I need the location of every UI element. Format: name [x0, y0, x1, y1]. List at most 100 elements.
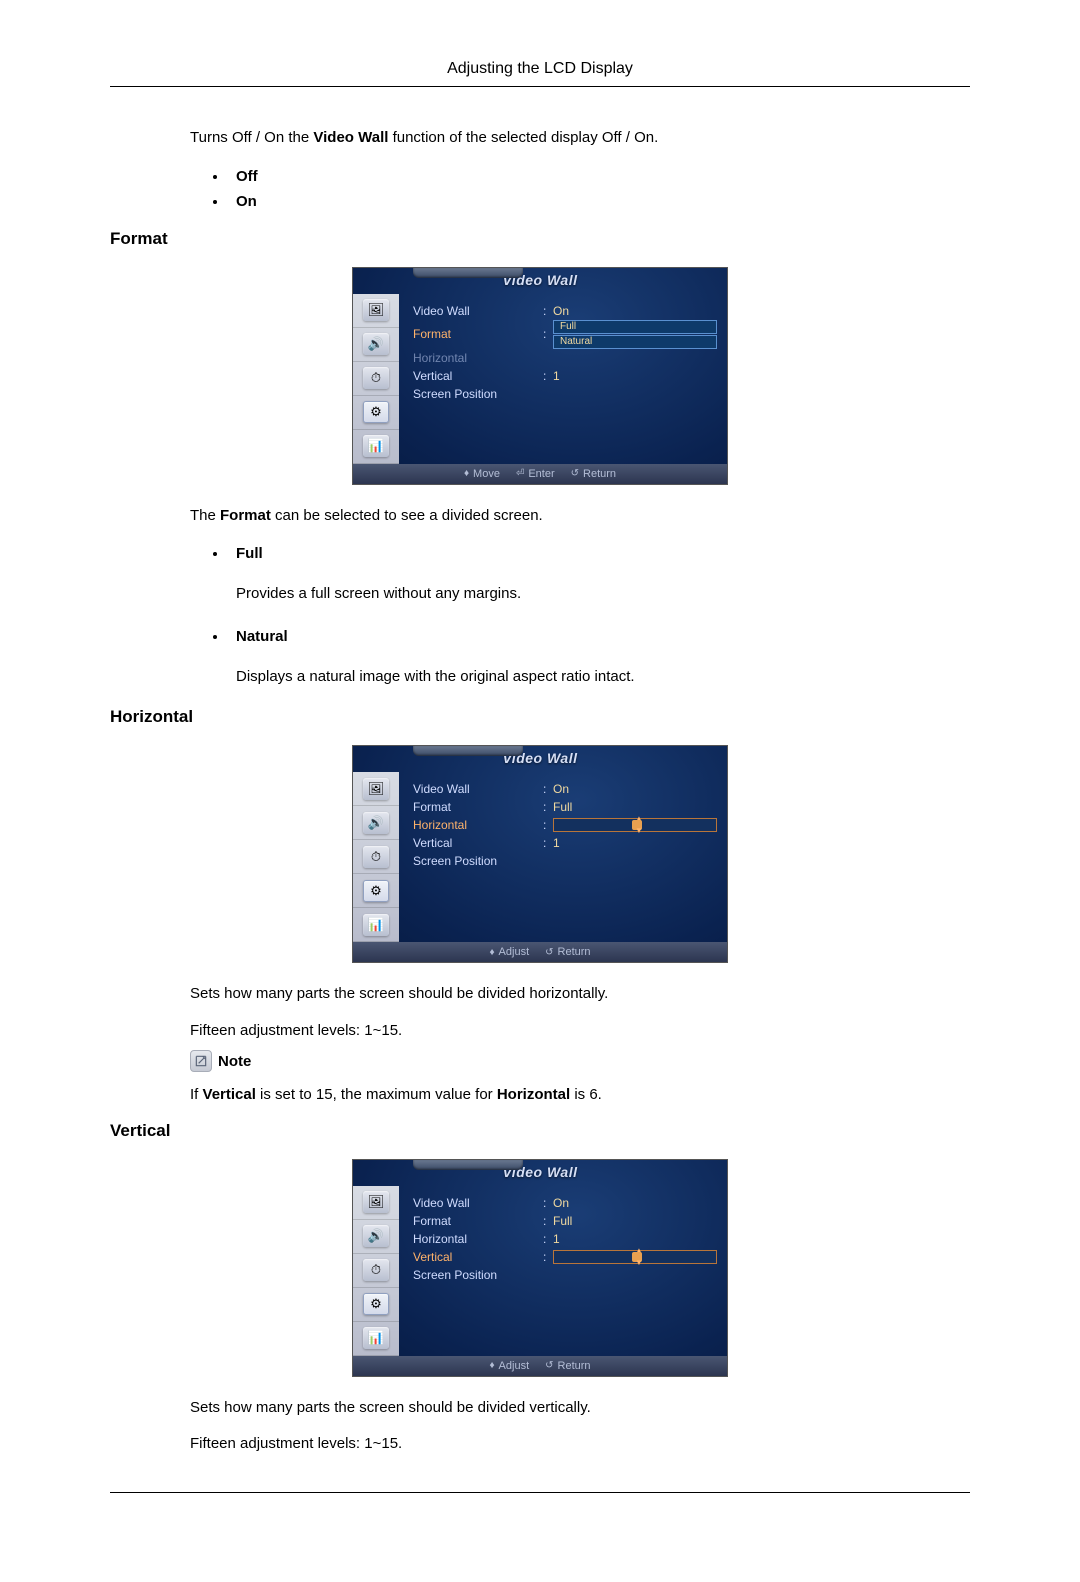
osd-row[interactable]: Screen Position [413, 852, 717, 870]
osd-tab-icon-sound: 🔊 [363, 333, 389, 355]
vertical-desc: Sets how many parts the screen should be… [190, 1397, 970, 1420]
osd-top-tab [413, 1160, 523, 1170]
note-row: Note [190, 1050, 970, 1072]
osd-value: 1 [553, 367, 717, 385]
osd-tab-setup[interactable]: ⚙ [353, 396, 399, 430]
osd-row-label: Format [413, 1212, 543, 1230]
osd-row[interactable]: Format :FullNatural [413, 320, 717, 349]
osd-tab-multi[interactable]: 📊 [353, 1322, 399, 1356]
osd-row[interactable]: Vertical : ▲ ▼ [413, 1248, 717, 1266]
osd-row-label: Video Wall [413, 302, 543, 320]
osd-tab-icon-multi: 📊 [363, 914, 389, 936]
osd-tab-icon-setup: ⚙ [363, 401, 389, 423]
osd-value: On [553, 780, 717, 798]
horizontal-desc: Sets how many parts the screen should be… [190, 983, 970, 1006]
osd-row-label: Vertical [413, 834, 543, 852]
bullet-full-label: Full [236, 545, 263, 562]
osd-tab-icon-picture: 🖼 [363, 778, 389, 800]
osd-row[interactable]: Screen Position [413, 1266, 717, 1284]
osd-foot-return: ↺Return [545, 1360, 590, 1372]
format-desc-suffix: can be selected to see a divided screen. [271, 507, 543, 524]
horizontal-note-text: If Vertical is set to 15, the maximum va… [190, 1084, 970, 1107]
intro-text: Turns Off / On the Video Wall function o… [190, 127, 970, 150]
osd-title: Video Wall [353, 746, 727, 772]
osd-row-label: Horizontal [413, 816, 543, 834]
osd-tab-multi[interactable]: 📊 [353, 908, 399, 942]
osd-tab-icon-timer: ⏱ [363, 1259, 389, 1281]
format-desc-prefix: The [190, 507, 220, 524]
osd-row-label: Vertical [413, 1248, 543, 1266]
osd-row[interactable]: Vertical :1 [413, 367, 717, 385]
osd-row-label: Screen Position [413, 385, 543, 403]
osd-top-tab [413, 268, 523, 278]
osd-row-label: Horizontal [413, 1230, 543, 1248]
osd-row[interactable]: Horizontal : ▲ ▼ [413, 816, 717, 834]
osd-row[interactable]: Horizontal :1 [413, 1230, 717, 1248]
osd-tab-picture[interactable]: 🖼 [353, 294, 399, 328]
osd-horizontal: Video Wall 🖼 🔊 ⏱ ⚙ 📊 Video Wall :On Form… [352, 745, 728, 963]
osd-row[interactable]: Format :Full [413, 1212, 717, 1230]
intro-bold: Video Wall [313, 129, 388, 146]
format-heading: Format [110, 229, 970, 249]
osd-row[interactable]: Video Wall :On [413, 302, 717, 320]
osd-row[interactable]: Screen Position [413, 385, 717, 403]
vertical-heading: Vertical [110, 1121, 970, 1141]
intro-bullets: Off On [228, 164, 970, 215]
intro-prefix: Turns Off / On the [190, 129, 313, 146]
osd-foot-move: ♦Move [464, 468, 500, 480]
osd-row-label: Format [413, 798, 543, 816]
osd-menu: Video Wall :On Format :Full Horizontal :… [399, 1186, 727, 1356]
osd-tab-sound[interactable]: 🔊 [353, 1220, 399, 1254]
osd-side-tabs: 🖼 🔊 ⏱ ⚙ 📊 [353, 294, 399, 464]
osd-footer: ♦Move⏎Enter↺Return [353, 464, 727, 484]
bullet-off-label: Off [236, 168, 258, 185]
page-header-title: Adjusting the LCD Display [110, 60, 970, 87]
osd-tab-setup[interactable]: ⚙ [353, 874, 399, 908]
note-suffix: is 6. [570, 1086, 602, 1103]
format-screenshot: Video Wall 🖼 🔊 ⏱ ⚙ 📊 Video Wall :On Form… [110, 267, 970, 485]
osd-tab-sound[interactable]: 🔊 [353, 328, 399, 362]
format-desc: The Format can be selected to see a divi… [190, 505, 970, 528]
osd-row[interactable]: Vertical :1 [413, 834, 717, 852]
osd-value: Full [553, 1212, 717, 1230]
osd-title: Video Wall [353, 1160, 727, 1186]
osd-tab-sound[interactable]: 🔊 [353, 806, 399, 840]
format-desc-bold: Format [220, 507, 271, 524]
osd-dropdown[interactable]: FullNatural [553, 320, 717, 349]
osd-tab-picture[interactable]: 🖼 [353, 1186, 399, 1220]
vertical-levels: Fifteen adjustment levels: 1~15. [190, 1433, 970, 1456]
osd-row-label: Vertical [413, 367, 543, 385]
osd-slider[interactable]: ▲ ▼ [553, 1250, 717, 1264]
osd-row-label: Video Wall [413, 780, 543, 798]
osd-foot-return: ↺Return [571, 468, 616, 480]
horizontal-heading: Horizontal [110, 707, 970, 727]
osd-tab-icon-timer: ⏱ [363, 846, 389, 868]
osd-tab-timer[interactable]: ⏱ [353, 362, 399, 396]
osd-tab-multi[interactable]: 📊 [353, 430, 399, 464]
osd-format: Video Wall 🖼 🔊 ⏱ ⚙ 📊 Video Wall :On Form… [352, 267, 728, 485]
osd-row[interactable]: Format :Full [413, 798, 717, 816]
osd-tab-setup[interactable]: ⚙ [353, 1288, 399, 1322]
osd-value: On [553, 302, 717, 320]
note-prefix: If [190, 1086, 203, 1103]
osd-vertical: Video Wall 🖼 🔊 ⏱ ⚙ 📊 Video Wall :On Form… [352, 1159, 728, 1377]
osd-tab-picture[interactable]: 🖼 [353, 772, 399, 806]
osd-tab-timer[interactable]: ⏱ [353, 840, 399, 874]
bullet-on: On [228, 189, 970, 215]
osd-row[interactable]: Video Wall :On [413, 780, 717, 798]
bullet-natural-label: Natural [236, 628, 288, 645]
osd-tab-icon-sound: 🔊 [363, 1225, 389, 1247]
bullet-on-label: On [236, 193, 257, 210]
osd-row[interactable]: Video Wall :On [413, 1194, 717, 1212]
osd-row[interactable]: Horizontal [413, 349, 717, 367]
bullet-natural: Natural Displays a natural image with th… [228, 624, 970, 689]
intro-suffix: function of the selected display Off / O… [388, 129, 658, 146]
osd-menu: Video Wall :On Format :FullNatural Horiz… [399, 294, 727, 464]
osd-tab-timer[interactable]: ⏱ [353, 1254, 399, 1288]
osd-menu: Video Wall :On Format :Full Horizontal :… [399, 772, 727, 942]
bullet-full: Full Provides a full screen without any … [228, 541, 970, 606]
osd-slider[interactable]: ▲ ▼ [553, 818, 717, 832]
horizontal-screenshot: Video Wall 🖼 🔊 ⏱ ⚙ 📊 Video Wall :On Form… [110, 745, 970, 963]
osd-row-label: Format [413, 325, 543, 343]
osd-row-label: Screen Position [413, 852, 543, 870]
